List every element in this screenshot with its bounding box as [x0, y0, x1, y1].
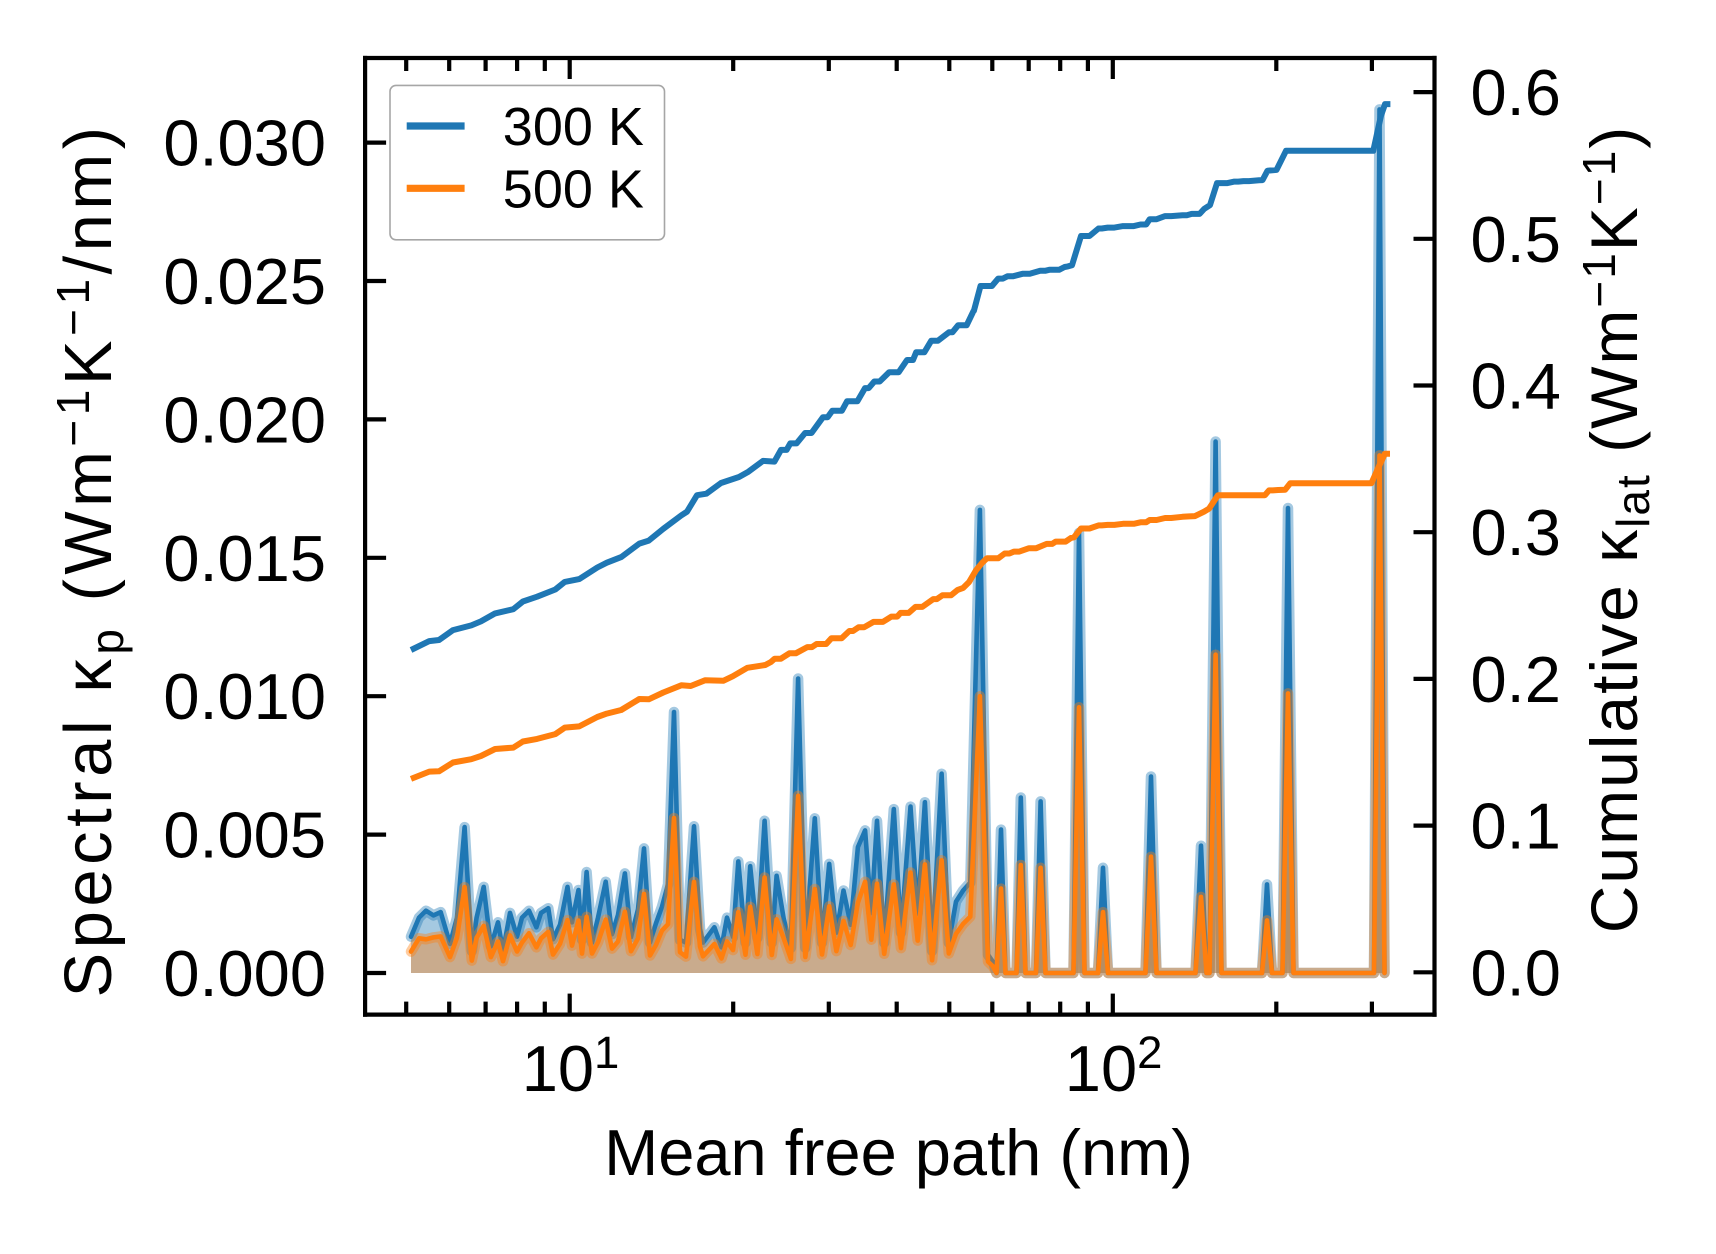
svg-text:0.2: 0.2: [1471, 643, 1561, 716]
svg-text:101: 101: [522, 1027, 620, 1105]
svg-text:0.0: 0.0: [1471, 936, 1561, 1009]
svg-text:0.5: 0.5: [1471, 203, 1561, 276]
svg-text:0.030: 0.030: [163, 107, 326, 180]
svg-text:300 K: 300 K: [503, 97, 644, 157]
svg-text:Spectral κp (Wm−1K−1/nm): Spectral κp (Wm−1K−1/nm): [47, 122, 133, 997]
svg-text:Cumulative κlat (Wm−1K−1): Cumulative κlat (Wm−1K−1): [1573, 125, 1659, 934]
svg-text:Mean free path (nm): Mean free path (nm): [604, 1116, 1193, 1189]
svg-text:0.4: 0.4: [1471, 350, 1561, 423]
svg-text:0.025: 0.025: [163, 245, 326, 318]
svg-text:0.005: 0.005: [163, 799, 326, 872]
svg-text:0.020: 0.020: [163, 383, 326, 456]
svg-text:0.000: 0.000: [163, 937, 326, 1010]
svg-text:500 K: 500 K: [503, 160, 644, 220]
svg-text:0.1: 0.1: [1471, 790, 1561, 863]
svg-text:0.6: 0.6: [1471, 56, 1561, 129]
svg-text:0.010: 0.010: [163, 660, 326, 733]
svg-text:0.015: 0.015: [163, 522, 326, 595]
svg-text:0.3: 0.3: [1471, 496, 1561, 569]
